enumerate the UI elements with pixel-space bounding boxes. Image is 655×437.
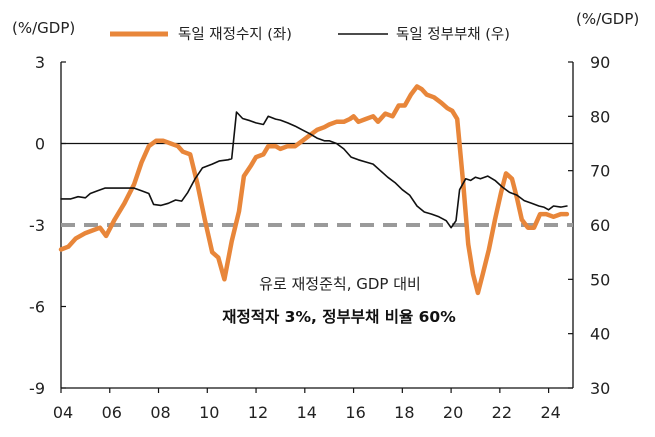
legend-label-budget-balance: 독일 재정수지 (좌) xyxy=(178,26,292,43)
legend-label-government-debt: 독일 정부부채 (우) xyxy=(396,26,510,43)
x-tick-label: 20 xyxy=(443,403,463,422)
left-tick-label: 0 xyxy=(35,135,45,154)
x-tick-label: 16 xyxy=(345,403,365,422)
right-tick-label: 40 xyxy=(590,325,610,344)
x-tick-label: 08 xyxy=(150,403,170,422)
legend: 독일 재정수지 (좌) 독일 정부부채 (우) xyxy=(110,26,510,43)
x-tick-label: 24 xyxy=(540,403,560,422)
left-tick-label: -6 xyxy=(29,298,45,317)
right-tick-label: 90 xyxy=(590,53,610,72)
right-tick-label: 50 xyxy=(590,270,610,289)
right-tick-label: 30 xyxy=(590,379,610,398)
left-tick-label: -9 xyxy=(29,379,45,398)
left-axis-unit-label: (%/GDP) xyxy=(12,19,75,37)
x-tick-label: 12 xyxy=(248,403,268,422)
x-tick-label: 22 xyxy=(492,403,512,422)
x-tick-label: 18 xyxy=(394,403,414,422)
x-tick-label: 10 xyxy=(199,403,219,422)
series-line-government-debt xyxy=(60,111,568,229)
x-tick-label: 04 xyxy=(53,403,73,422)
x-tick-label: 06 xyxy=(102,403,122,422)
left-tick-label: -3 xyxy=(29,216,45,235)
series-line-budget-balance xyxy=(58,84,570,296)
annotation-deficit-debt-limits: 재정적자 3%, 정부부채 비율 60% xyxy=(222,308,456,326)
x-tick-label: 14 xyxy=(297,403,317,422)
right-tick-label: 60 xyxy=(590,216,610,235)
right-tick-label: 70 xyxy=(590,162,610,181)
right-tick-label: 80 xyxy=(590,107,610,126)
left-tick-label: 3 xyxy=(35,53,45,72)
annotation-eu-fiscal-rule: 유로 재정준칙, GDP 대비 xyxy=(259,275,421,293)
right-axis-unit-label: (%/GDP) xyxy=(576,10,639,28)
